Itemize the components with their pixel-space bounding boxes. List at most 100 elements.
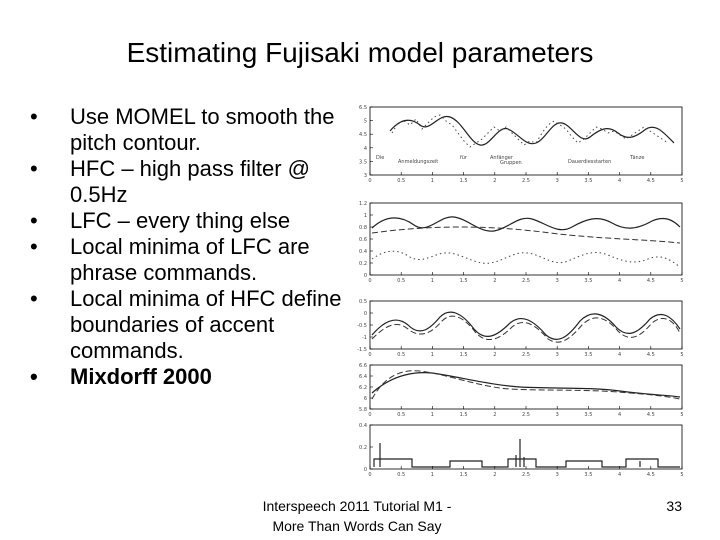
x-tick-label: 4.5	[647, 412, 655, 418]
x-tick-label: 3.5	[584, 352, 592, 358]
x-tick-label: 0.5	[397, 278, 405, 284]
lfc-curve	[371, 226, 681, 244]
x-tick-label: 3	[556, 278, 559, 284]
x-tick-label: 3	[556, 412, 559, 418]
x-tick-label: 4.5	[647, 278, 655, 284]
y-tick-label: -1	[362, 335, 367, 341]
slide-number: 33	[666, 498, 682, 514]
word-label: Anfänger	[490, 155, 514, 161]
y-tick-label: 0	[364, 273, 367, 279]
x-tick-label: 0.5	[397, 472, 405, 478]
y-tick-label: 4	[364, 146, 367, 152]
footer-text: Interspeech 2011 Tutorial M1 - More Than…	[262, 498, 452, 534]
x-tick-label: 3.5	[584, 178, 592, 184]
bullet-glyph: •	[30, 156, 38, 181]
x-tick-label: 1	[431, 178, 434, 184]
word-label: Tänze	[629, 155, 644, 161]
y-tick-label: 0.2	[359, 445, 367, 451]
word-label: Die	[376, 155, 384, 161]
panel-frame	[369, 300, 683, 350]
x-tick-label: 4	[618, 352, 621, 358]
phrase-component-curve	[371, 370, 681, 400]
x-tick-label: 1	[431, 352, 434, 358]
y-tick-label: 4.5	[359, 132, 367, 138]
x-tick-label: 4	[618, 278, 621, 284]
x-tick-label: 2.5	[522, 178, 530, 184]
panel-lfc-phrase	[369, 364, 683, 410]
hfc-curve	[371, 250, 681, 268]
y-tick-label: 5	[364, 119, 367, 125]
y-tick-label: 6.6	[359, 363, 367, 369]
fujisaki-analysis-figure: Die Anmeldungszeit für Anfänger Gruppen …	[357, 105, 683, 478]
x-tick-label: 5	[680, 352, 683, 358]
accent-component-curve	[371, 315, 681, 343]
word-label: Anmeldungszeit	[398, 159, 438, 165]
x-tick-label: 4.5	[647, 472, 655, 478]
x-tick-label: 0	[368, 472, 371, 478]
panel-frame	[369, 424, 683, 470]
x-tick-label: 1.5	[460, 472, 468, 478]
y-tick-label: 0	[364, 311, 367, 317]
y-tick-label: 1	[364, 213, 367, 219]
y-tick-label: -1.5	[357, 347, 367, 353]
contour-curve	[371, 216, 681, 232]
panel-f0-contour: Die Anmeldungszeit für Anfänger Gruppen …	[369, 106, 683, 176]
y-tick-label: -0.5	[357, 323, 367, 329]
x-tick-label: 4	[618, 178, 621, 184]
bullet-text: Local minima of LFC are phrase commands.	[70, 234, 310, 285]
x-tick-label: 1.5	[460, 352, 468, 358]
x-tick-label: 1	[431, 412, 434, 418]
y-tick-label: 6.5	[359, 105, 367, 111]
x-tick-label: 3	[556, 472, 559, 478]
momel-curve	[389, 115, 675, 146]
x-tick-label: 3	[556, 352, 559, 358]
y-tick-label: 0.5	[359, 299, 367, 305]
x-tick-label: 0	[368, 412, 371, 418]
x-tick-label: 1.5	[460, 278, 468, 284]
y-tick-label: 0.4	[359, 423, 367, 429]
y-tick-label: 0.2	[359, 261, 367, 267]
y-tick-label: 6.4	[359, 374, 367, 380]
x-tick-label: 2.5	[522, 278, 530, 284]
x-tick-label: 3.5	[584, 472, 592, 478]
x-tick-label: 2.5	[522, 412, 530, 418]
accent-commands	[373, 458, 680, 468]
bullet-item: • LFC – every thing else	[30, 208, 350, 234]
bullet-text: Local minima of HFC define boundaries of…	[70, 286, 342, 363]
x-tick-label: 2	[493, 178, 496, 184]
x-tick-label: 1.5	[460, 178, 468, 184]
y-tick-label: 6.2	[359, 385, 367, 391]
word-label: Gruppen	[500, 160, 522, 166]
bullet-item: • Use MOMEL to smooth the pitch contour.	[30, 104, 350, 156]
x-tick-label: 1	[431, 278, 434, 284]
y-tick-label: 0.8	[359, 225, 367, 231]
y-tick-label: 5.8	[359, 407, 367, 413]
word-label: für	[460, 155, 468, 161]
panel-frame	[369, 202, 683, 276]
panel-lfc-hfc	[369, 202, 683, 276]
phrase-commands	[379, 439, 641, 467]
raw-f0-points	[391, 114, 669, 148]
x-tick-label: 0	[368, 278, 371, 284]
bullet-text: HFC – high pass filter @ 0.5Hz	[70, 156, 310, 207]
x-tick-label: 5	[680, 278, 683, 284]
x-tick-label: 5	[680, 412, 683, 418]
x-tick-label: 3.5	[584, 278, 592, 284]
y-tick-label: 0	[364, 467, 367, 473]
x-tick-label: 4.5	[647, 178, 655, 184]
x-tick-label: 4	[618, 412, 621, 418]
x-tick-label: 1	[431, 472, 434, 478]
bullet-glyph: •	[30, 364, 38, 389]
bullet-text: Use MOMEL to smooth the pitch contour.	[70, 104, 335, 155]
bullet-item: • Local minima of HFC define boundaries o…	[30, 286, 350, 364]
x-tick-label: 3	[556, 178, 559, 184]
y-tick-label: 6	[364, 396, 367, 402]
word-label: Dauerdiesstarten	[568, 159, 611, 165]
x-tick-label: 0	[368, 178, 371, 184]
panel-commands	[369, 424, 683, 470]
panel-hfc-accent	[369, 300, 683, 350]
x-tick-label: 2	[493, 278, 496, 284]
bullet-glyph: •	[30, 234, 38, 259]
bullet-list: • Use MOMEL to smooth the pitch contour. …	[30, 104, 350, 390]
bullet-item: • HFC – high pass filter @ 0.5Hz	[30, 156, 350, 208]
